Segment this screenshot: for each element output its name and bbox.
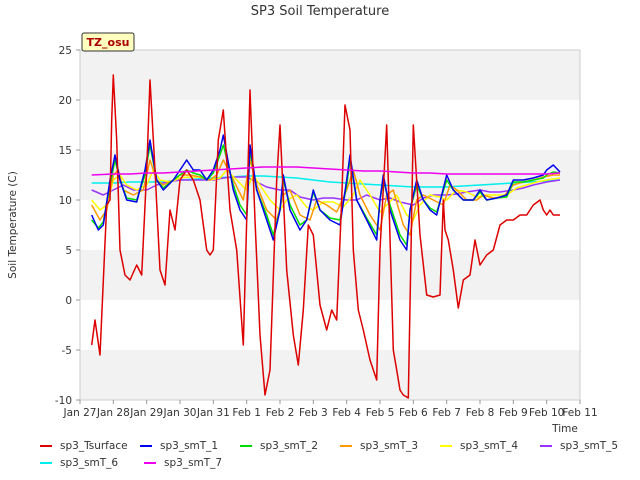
legend-swatch (540, 444, 552, 447)
legend-swatch (40, 444, 52, 447)
x-tick-label: Feb 1 (232, 407, 261, 419)
legend-item-sp3_smT_1: sp3_smT_1 (140, 440, 240, 452)
y-tick-label: -5 (62, 345, 72, 357)
legend-swatch (340, 444, 352, 447)
legend-label: sp3_smT_4 (460, 439, 519, 452)
series-line-sp3_smT_1 (91, 134, 561, 251)
legend-label: sp3_smT_3 (360, 439, 419, 452)
y-tick-label: 15 (59, 145, 72, 157)
legend-label: sp3_smT_2 (260, 439, 319, 452)
plot-band (80, 350, 580, 400)
y-tick-label: 20 (59, 95, 72, 107)
legend-item-sp3_smT_3: sp3_smT_3 (340, 440, 440, 452)
y-tick-label: 25 (59, 45, 72, 57)
chart-title: SP3 Soil Temperature (251, 4, 389, 19)
x-tick-label: Jan 30 (163, 407, 197, 419)
tz-annotation-badge: TZ_osu (81, 32, 135, 52)
legend-label: sp3_smT_5 (560, 439, 619, 452)
x-tick-label: Feb 7 (432, 407, 461, 419)
plot-band (80, 300, 580, 350)
x-tick-label: Feb 6 (399, 407, 428, 419)
x-tick-label: Feb 10 (529, 407, 564, 419)
series-line-sp3_Tsurface (90, 74, 560, 399)
legend-swatch (440, 444, 452, 447)
legend-item-sp3_smT_4: sp3_smT_4 (440, 440, 540, 452)
plot-band (80, 250, 580, 300)
legend: sp3_Tsurface sp3_smT_1 sp3_smT_2 sp3_smT_3 s… (40, 437, 640, 471)
x-tick-label: Feb 11 (562, 407, 597, 419)
plot-band (80, 50, 580, 100)
x-tick-label: Feb 4 (332, 407, 361, 419)
x-tick-label: Feb 5 (366, 407, 395, 419)
x-tick-label: Feb 8 (466, 407, 495, 419)
plot-band (80, 100, 580, 150)
y-tick-label: -10 (55, 395, 72, 407)
x-tick-label: Feb 2 (266, 407, 295, 419)
legend-item-sp3_smT_5: sp3_smT_5 (540, 440, 640, 452)
x-tick-label: Feb 3 (299, 407, 328, 419)
y-tick-label: 5 (65, 245, 72, 257)
series-lines (90, 74, 561, 399)
plot-background-bands (80, 50, 580, 400)
legend-swatch (40, 461, 52, 464)
legend-swatch (240, 444, 252, 447)
legend-item-sp3_smT_2: sp3_smT_2 (240, 440, 340, 452)
tz-annotation-label: TZ_osu (87, 36, 130, 49)
legend-label: sp3_Tsurface (60, 439, 128, 452)
y-tick-label: 0 (65, 295, 72, 307)
y-axis-label: Soil Temperature (C) (7, 171, 19, 279)
plot-frame (79, 49, 581, 401)
x-tick-label: Jan 31 (196, 407, 230, 419)
legend-swatch (140, 444, 152, 447)
plot-band (80, 200, 580, 250)
x-tick-label: Jan 28 (96, 407, 130, 419)
x-tick-label: Jan 27 (63, 407, 97, 419)
x-tick-label: Jan 29 (129, 407, 163, 419)
x-axis-label: Time (551, 423, 578, 435)
y-tick-label: 10 (59, 195, 72, 207)
x-axis: Jan 27 Jan 28 Jan 29 Jan 30 Jan 31 Feb 1 Feb 2… (63, 400, 598, 419)
y-axis: -10 -5 0 5 10 15 20 25 (55, 45, 80, 407)
legend-swatch (144, 461, 156, 464)
legend-item-sp3_smT_7: sp3_smT_7 (144, 457, 248, 469)
legend-label: sp3_smT_6 (60, 456, 119, 469)
legend-label: sp3_smT_7 (164, 456, 223, 469)
legend-item-sp3_smT_6: sp3_smT_6 (40, 457, 144, 469)
legend-item-sp3_Tsurface: sp3_Tsurface (40, 440, 140, 452)
series-line-sp3_smT_7 (91, 166, 561, 176)
x-tick-label: Feb 9 (499, 407, 528, 419)
legend-label: sp3_smT_1 (160, 439, 219, 452)
